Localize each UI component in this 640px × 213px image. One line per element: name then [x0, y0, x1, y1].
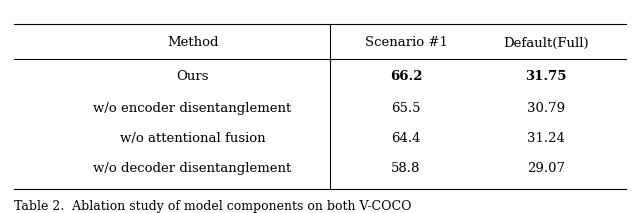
- Text: Scenario #1: Scenario #1: [365, 36, 447, 49]
- Text: w/o decoder disentanglement: w/o decoder disentanglement: [93, 162, 292, 175]
- Text: w/o attentional fusion: w/o attentional fusion: [120, 132, 266, 145]
- Text: 31.75: 31.75: [525, 71, 567, 83]
- Text: 58.8: 58.8: [391, 162, 420, 175]
- Text: 31.24: 31.24: [527, 132, 565, 145]
- Text: Default(Full): Default(Full): [504, 36, 589, 49]
- Text: Ours: Ours: [176, 71, 209, 83]
- Text: 29.07: 29.07: [527, 162, 565, 175]
- Text: 66.2: 66.2: [390, 71, 422, 83]
- Text: Table 2.  Ablation study of model components on both V-COCO: Table 2. Ablation study of model compone…: [14, 200, 412, 213]
- Text: Method: Method: [167, 36, 218, 49]
- Text: 65.5: 65.5: [391, 102, 420, 115]
- Text: 64.4: 64.4: [391, 132, 420, 145]
- Text: 30.79: 30.79: [527, 102, 565, 115]
- Text: w/o encoder disentanglement: w/o encoder disentanglement: [93, 102, 292, 115]
